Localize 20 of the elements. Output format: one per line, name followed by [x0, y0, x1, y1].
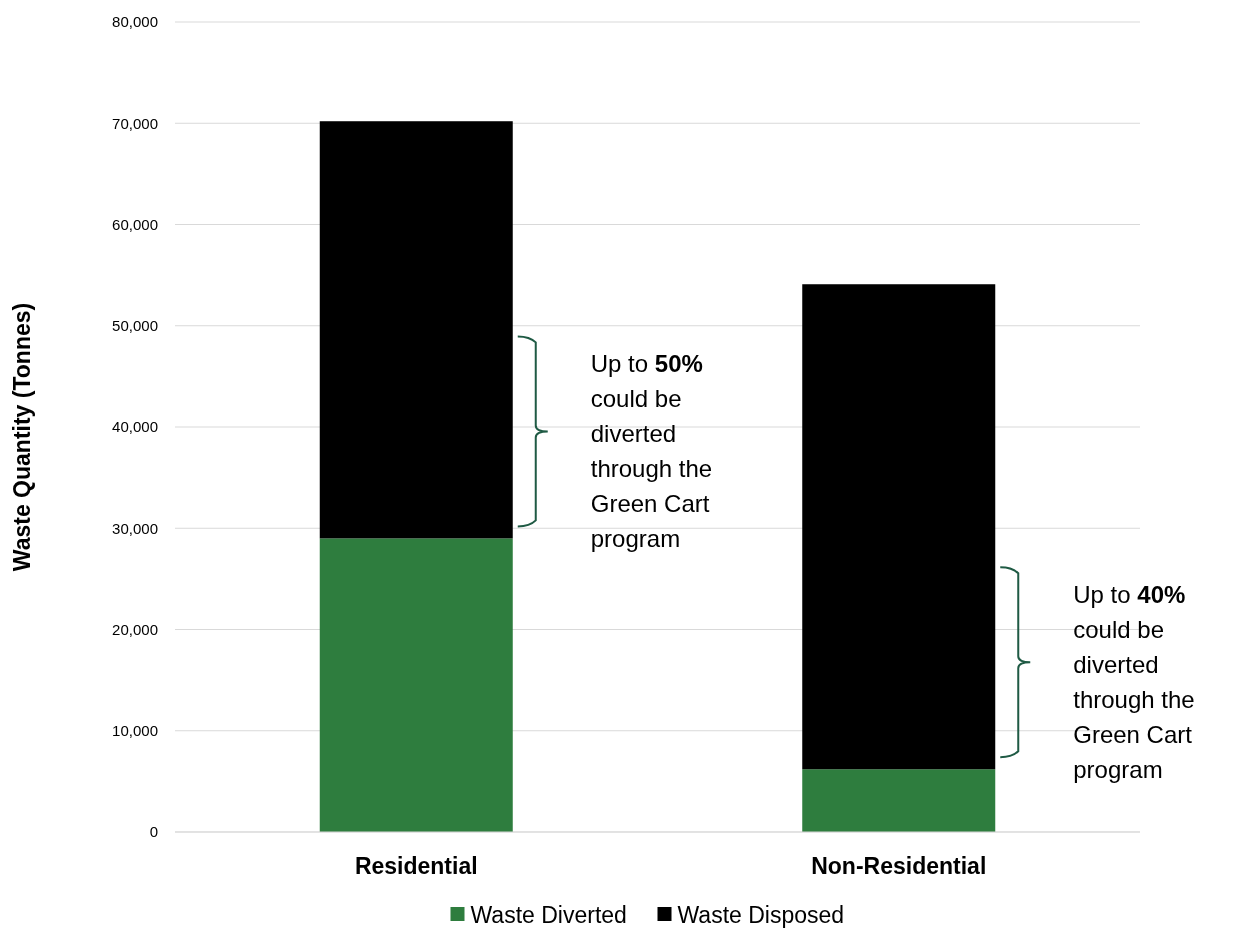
legend-label: Waste Disposed [677, 902, 845, 929]
bar [802, 769, 996, 832]
y-tick-label: 20,000 [112, 620, 158, 638]
legend-label: Waste Diverted [470, 902, 627, 929]
y-tick-label: 50,000 [112, 317, 158, 334]
y-tick-label: 80,000 [112, 13, 158, 31]
x-tick-label: Residential [354, 853, 478, 879]
y-tick-label: 10,000 [112, 722, 158, 739]
bar [319, 121, 513, 539]
y-tick-label: 60,000 [112, 215, 158, 233]
bar [319, 538, 513, 832]
bar [802, 284, 996, 770]
y-tick-label: 30,000 [112, 519, 158, 537]
y-tick-label: 40,000 [112, 418, 158, 436]
x-tick-label: Non-Residential [811, 853, 987, 879]
annotation: Up to 40% could be diverted through the Green Cart program [1073, 581, 1195, 784]
y-axis-title: Waste Quantity (Tonnes) [9, 302, 35, 572]
y-tick-label: 0 [149, 823, 158, 841]
annotation: Up to 50% could be diverted through the Green Cart program [590, 350, 713, 553]
y-tick-label: 70,000 [112, 114, 158, 132]
